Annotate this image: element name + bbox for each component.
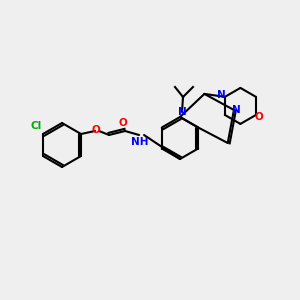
- Text: O: O: [255, 112, 263, 122]
- Text: NH: NH: [131, 137, 149, 147]
- Text: N: N: [218, 90, 226, 100]
- Text: N: N: [178, 107, 186, 117]
- Text: O: O: [119, 118, 128, 128]
- Text: O: O: [92, 125, 100, 135]
- Text: N: N: [232, 105, 240, 115]
- Text: Cl: Cl: [30, 121, 42, 131]
